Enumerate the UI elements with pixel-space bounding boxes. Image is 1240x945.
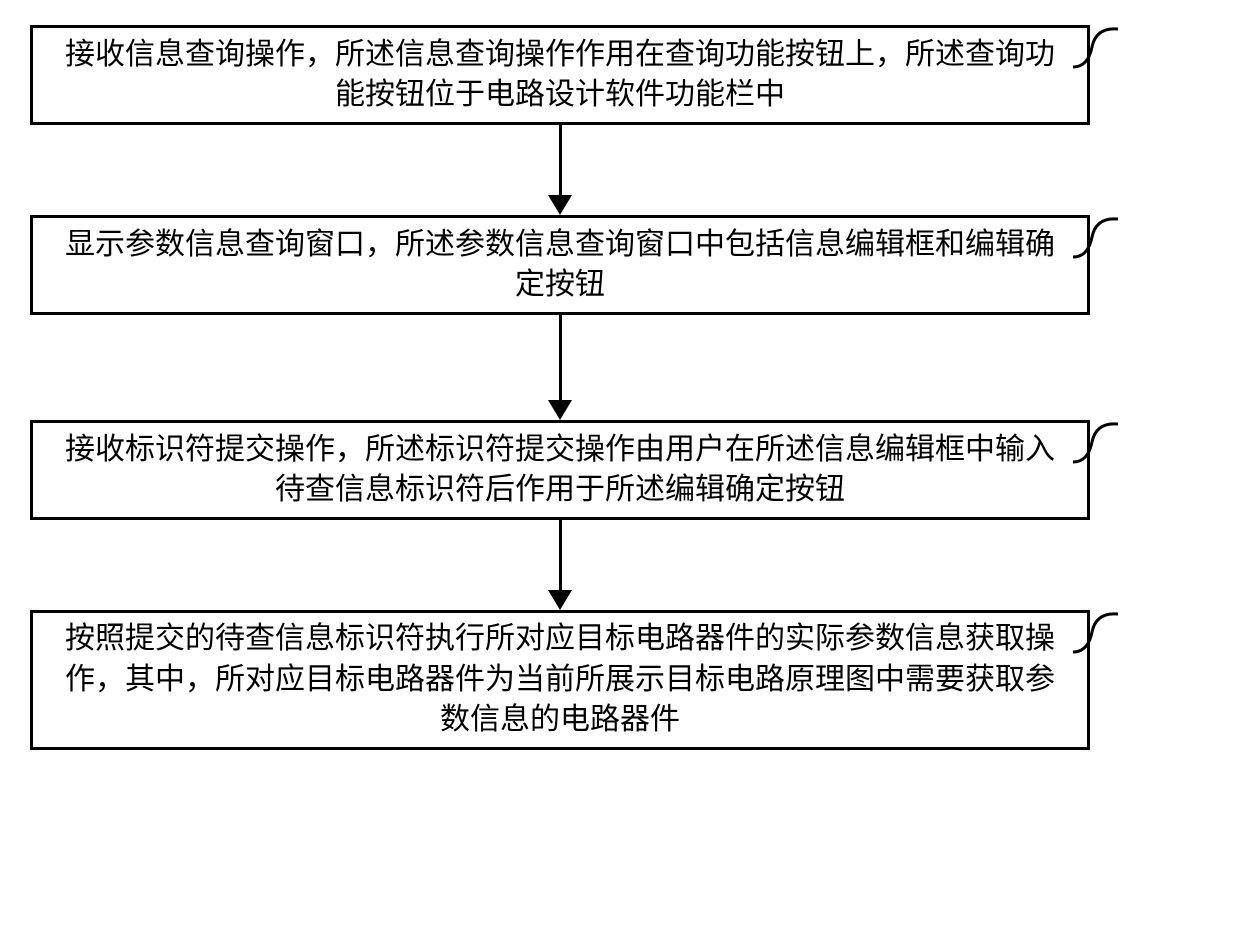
arrow-line-icon bbox=[559, 125, 562, 195]
step-box-S101: 接收信息查询操作，所述信息查询操作作用在查询功能按钮上，所述查询功能按钮位于电路… bbox=[30, 25, 1090, 125]
arrow-head-icon bbox=[548, 400, 572, 420]
step-box-S102: 显示参数信息查询窗口，所述参数信息查询窗口中包括信息编辑框和编辑确定按钮 bbox=[30, 215, 1090, 315]
arrow-line-icon bbox=[559, 315, 562, 400]
step-text: 接收信息查询操作，所述信息查询操作作用在查询功能按钮上，所述查询功能按钮位于电路… bbox=[53, 35, 1067, 116]
connector-S101 bbox=[30, 125, 1090, 215]
step-row-S103: 接收标识符提交操作，所述标识符提交操作由用户在所述信息编辑框中输入待查信息标识符… bbox=[30, 420, 1210, 520]
step-text: 接收标识符提交操作，所述标识符提交操作由用户在所述信息编辑框中输入待查信息标识符… bbox=[53, 430, 1067, 511]
step-box-S103: 接收标识符提交操作，所述标识符提交操作由用户在所述信息编辑框中输入待查信息标识符… bbox=[30, 420, 1090, 520]
step-row-S101: 接收信息查询操作，所述信息查询操作作用在查询功能按钮上，所述查询功能按钮位于电路… bbox=[30, 25, 1210, 125]
connector-S103 bbox=[30, 520, 1090, 610]
step-text: 显示参数信息查询窗口，所述参数信息查询窗口中包括信息编辑框和编辑确定按钮 bbox=[53, 225, 1067, 306]
step-row-S104: 按照提交的待查信息标识符执行所对应目标电路器件的实际参数信息获取操作，其中，所对… bbox=[30, 610, 1210, 750]
arrow-head-icon bbox=[548, 195, 572, 215]
arrow-head-icon bbox=[548, 590, 572, 610]
step-text: 按照提交的待查信息标识符执行所对应目标电路器件的实际参数信息获取操作，其中，所对… bbox=[53, 619, 1067, 741]
step-row-S102: 显示参数信息查询窗口，所述参数信息查询窗口中包括信息编辑框和编辑确定按钮S102 bbox=[30, 215, 1210, 315]
connector-S102 bbox=[30, 315, 1090, 420]
step-box-S104: 按照提交的待查信息标识符执行所对应目标电路器件的实际参数信息获取操作，其中，所对… bbox=[30, 610, 1090, 750]
arrow-line-icon bbox=[559, 520, 562, 590]
flowchart-container: 接收信息查询操作，所述信息查询操作作用在查询功能按钮上，所述查询功能按钮位于电路… bbox=[30, 25, 1210, 750]
